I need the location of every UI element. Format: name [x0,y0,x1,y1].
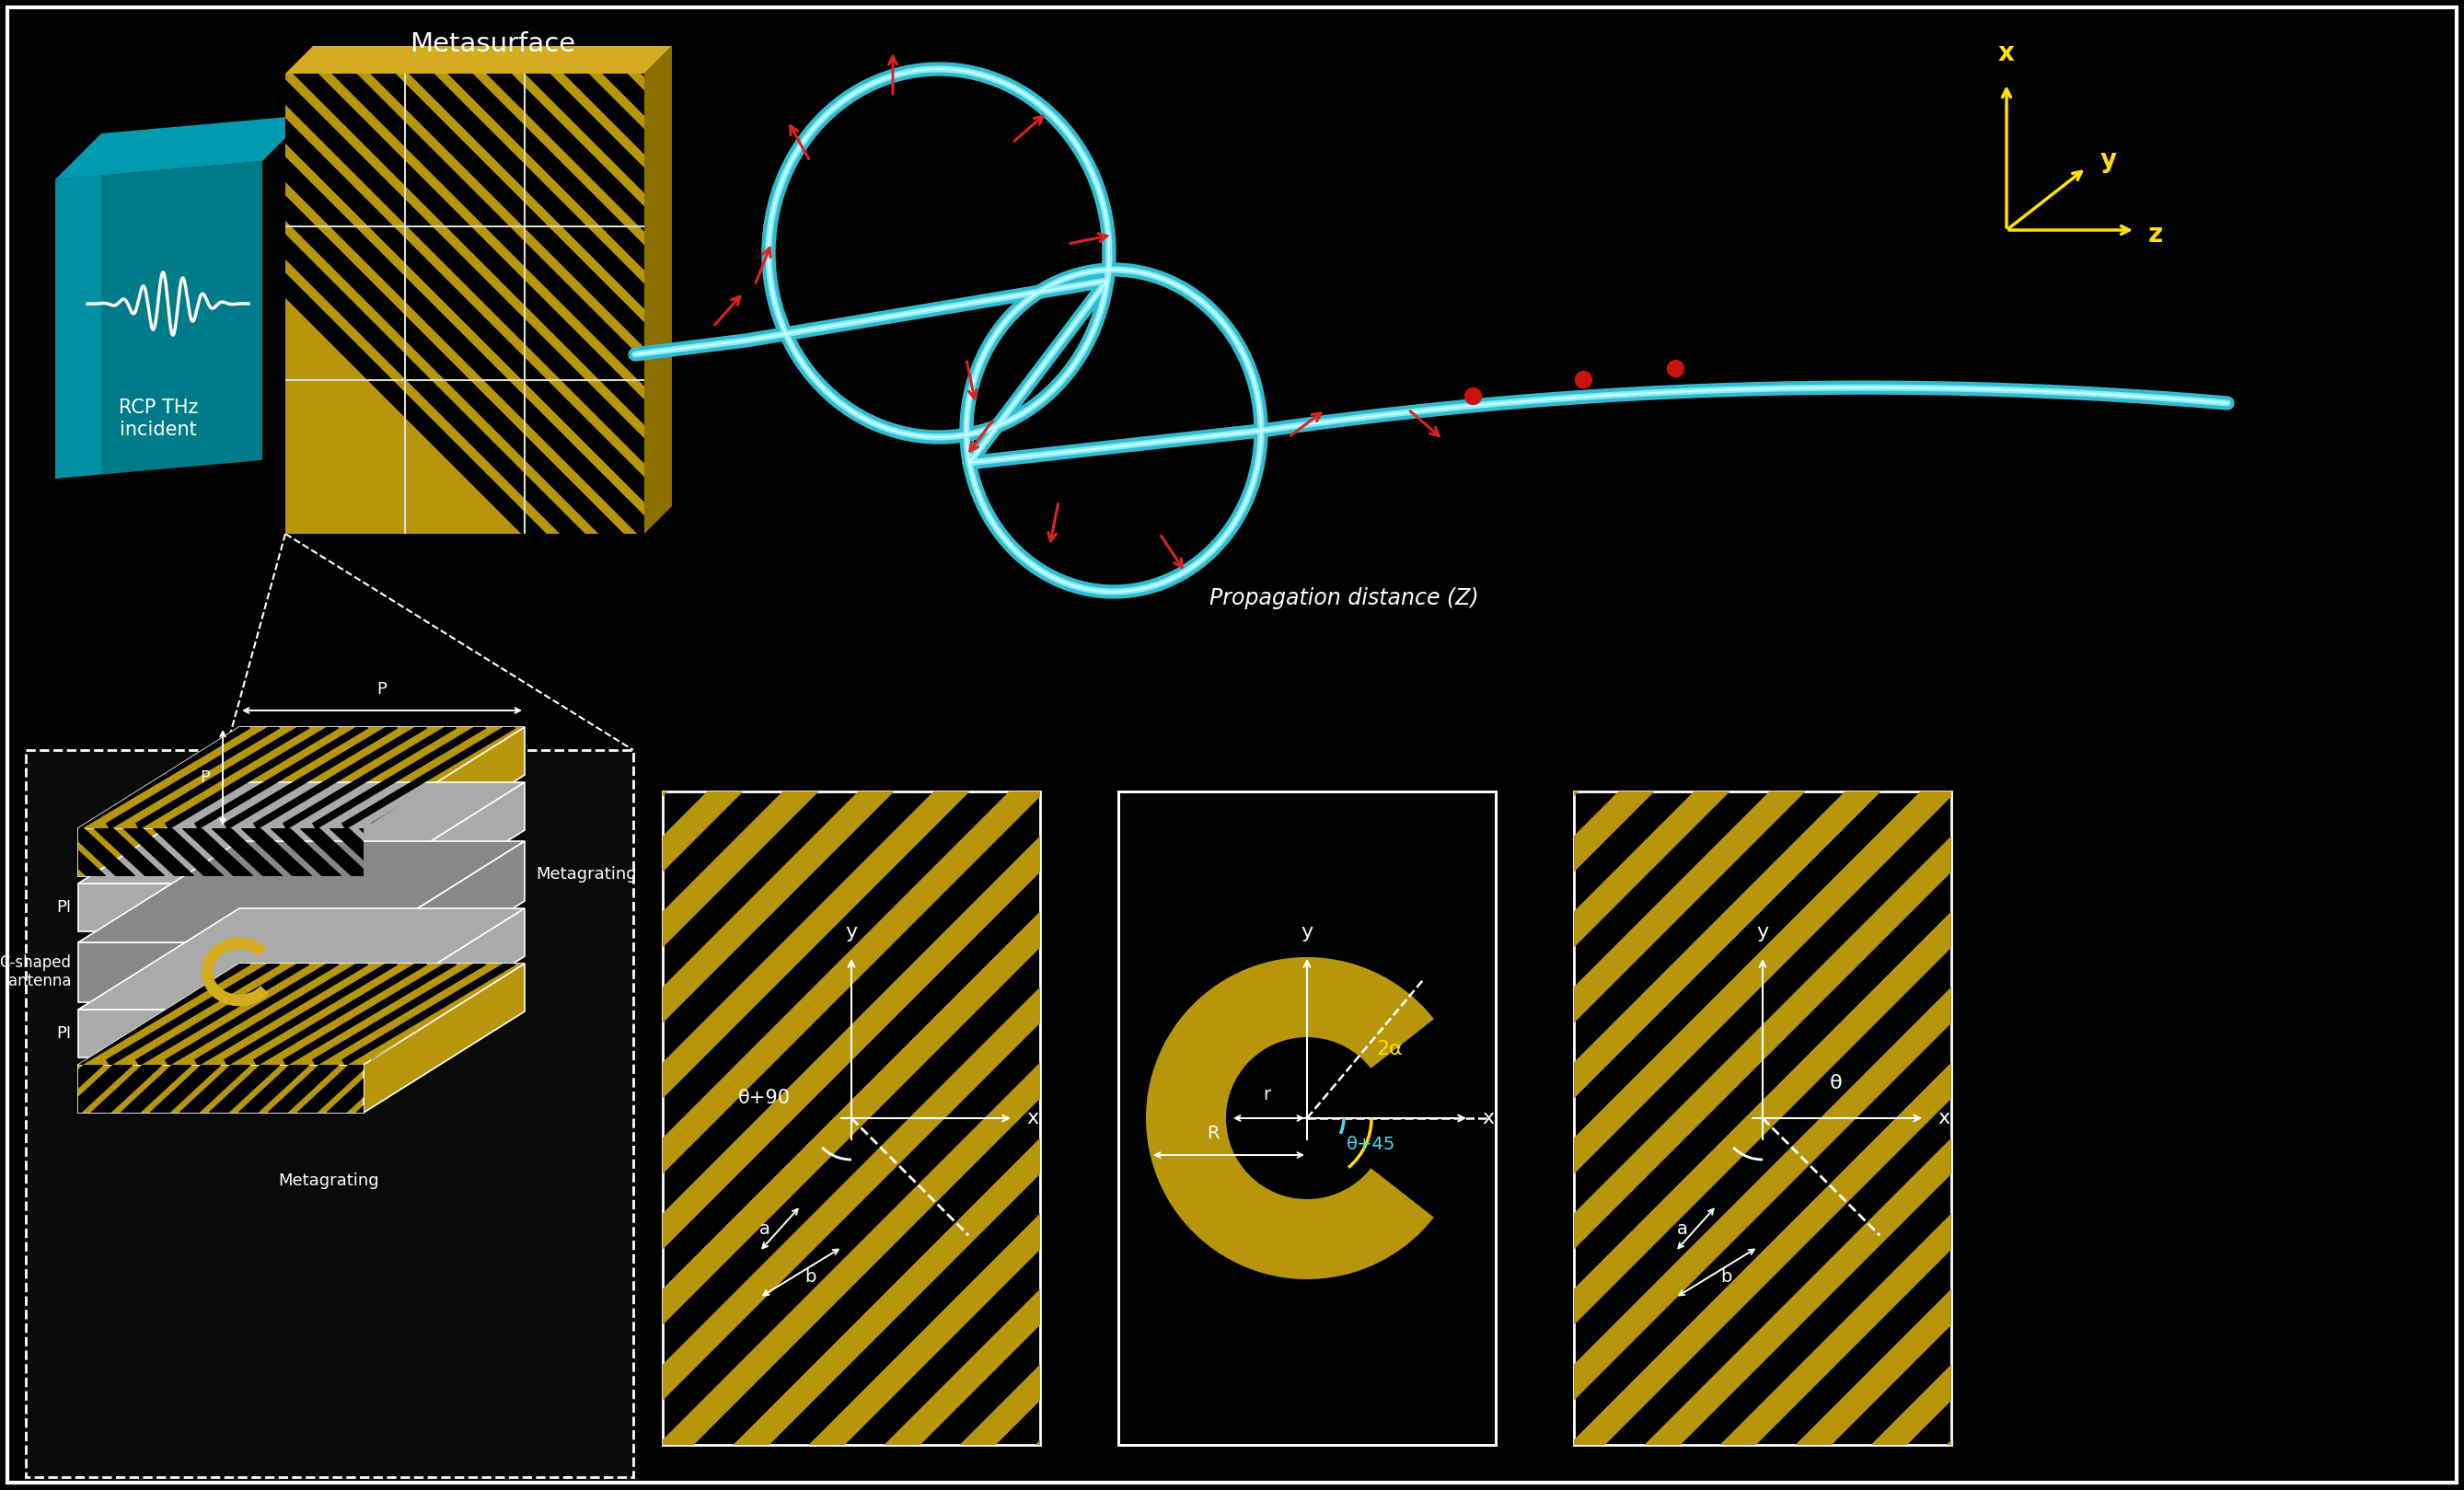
Text: a: a [1678,1220,1688,1237]
Polygon shape [286,73,643,533]
Text: a: a [759,1220,771,1237]
Text: x: x [1027,1109,1037,1128]
Text: C-shaped
antenna: C-shaped antenna [0,954,71,989]
Text: θ: θ [1831,1074,1843,1092]
Text: b: b [1720,1268,1732,1286]
Text: y: y [1301,924,1313,942]
Polygon shape [79,964,525,1065]
Circle shape [1146,957,1469,1280]
Polygon shape [79,1010,365,1058]
Circle shape [1227,1037,1387,1199]
Polygon shape [79,727,525,828]
Text: z: z [2149,222,2163,247]
Text: R: R [1207,1125,1220,1143]
Polygon shape [365,964,525,1113]
Polygon shape [663,791,1040,1445]
Polygon shape [79,964,525,1065]
Text: P: P [377,681,387,697]
Polygon shape [79,942,365,1003]
Polygon shape [286,46,673,73]
Polygon shape [54,161,261,478]
Polygon shape [365,842,525,1003]
Polygon shape [1574,791,1951,1445]
Polygon shape [79,909,525,1010]
Text: y: y [1757,924,1769,942]
Text: θ+90: θ+90 [737,1089,791,1107]
Text: r: r [1262,1086,1271,1104]
Text: b: b [803,1268,816,1286]
Text: x: x [1998,40,2016,66]
Polygon shape [54,115,308,179]
Text: P: P [200,769,209,785]
Polygon shape [79,842,525,942]
Polygon shape [54,174,101,478]
Wedge shape [1306,1016,1473,1220]
Polygon shape [79,884,365,931]
Text: Propagation distance (Z): Propagation distance (Z) [1210,587,1478,609]
Text: RCP THz
incident: RCP THz incident [118,399,197,438]
Text: Metagrating: Metagrating [278,1173,379,1189]
Text: PI: PI [57,898,71,916]
Text: θ+45: θ+45 [1348,1135,1397,1153]
Polygon shape [25,749,633,1477]
Text: Metagrating: Metagrating [535,866,636,882]
Polygon shape [643,46,673,533]
Polygon shape [365,782,525,931]
Text: Metasurface: Metasurface [409,31,574,57]
Polygon shape [79,782,525,884]
Text: 2α: 2α [1377,1040,1402,1058]
Polygon shape [79,1065,365,1113]
Text: y: y [845,924,857,942]
Text: x: x [1937,1109,1949,1128]
Text: PI: PI [57,1025,71,1042]
Polygon shape [1119,791,1496,1445]
Polygon shape [365,727,525,876]
Polygon shape [365,909,525,1058]
Polygon shape [79,828,365,876]
Polygon shape [79,828,365,876]
Polygon shape [79,1065,365,1113]
Polygon shape [286,73,643,533]
Text: x: x [1481,1109,1493,1128]
Polygon shape [79,727,525,828]
Text: y: y [2099,148,2117,173]
